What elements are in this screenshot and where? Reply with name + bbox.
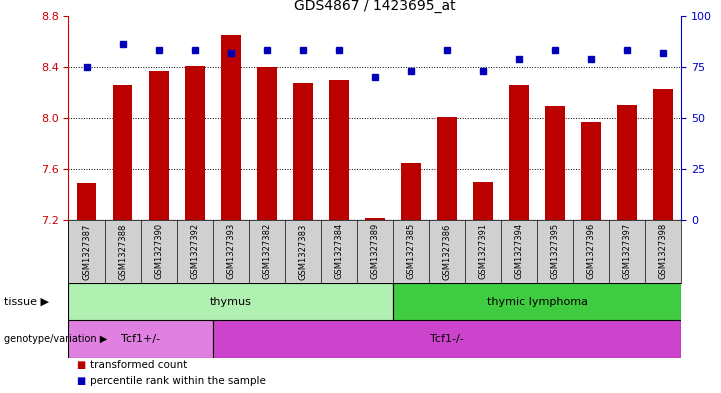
Text: thymus: thymus [210,297,252,307]
Text: GSM1327394: GSM1327394 [515,223,523,279]
Text: GSM1327386: GSM1327386 [443,223,451,279]
Bar [393,283,681,320]
Text: Tcf1+/-: Tcf1+/- [121,334,160,344]
Text: GSM1327385: GSM1327385 [407,223,415,279]
Bar [185,66,205,220]
Bar [149,71,169,220]
Bar [545,107,565,220]
Text: GSM1327382: GSM1327382 [262,223,271,279]
Text: GSM1327390: GSM1327390 [154,223,163,279]
Bar [257,67,277,220]
Text: tissue ▶: tissue ▶ [4,297,48,307]
Text: transformed count: transformed count [90,360,187,371]
Text: ■: ■ [76,360,85,371]
Text: GSM1327384: GSM1327384 [335,223,343,279]
Text: GSM1327389: GSM1327389 [371,223,379,279]
Text: GSM1327388: GSM1327388 [118,223,127,279]
Text: GSM1327387: GSM1327387 [82,223,91,279]
Text: genotype/variation ▶: genotype/variation ▶ [4,334,107,344]
Text: Tcf1-/-: Tcf1-/- [430,334,464,344]
Bar [76,183,97,220]
Bar [617,105,637,220]
Bar [473,182,493,220]
Text: GSM1327391: GSM1327391 [479,223,487,279]
Bar [293,83,313,220]
Bar [221,35,241,220]
Text: GSM1327396: GSM1327396 [587,223,596,279]
Bar [112,85,133,220]
Bar [213,320,681,358]
Bar [68,283,393,320]
Bar [581,122,601,220]
Text: GSM1327398: GSM1327398 [659,223,668,279]
Title: GDS4867 / 1423695_at: GDS4867 / 1423695_at [294,0,456,13]
Text: GSM1327397: GSM1327397 [623,223,632,279]
Bar [68,320,213,358]
Bar [401,163,421,220]
Bar [437,117,457,220]
Text: GSM1327383: GSM1327383 [298,223,307,279]
Bar [329,79,349,220]
Bar [653,88,673,220]
Text: thymic lymphoma: thymic lymphoma [487,297,588,307]
Bar [365,217,385,220]
Text: percentile rank within the sample: percentile rank within the sample [90,376,266,386]
Text: GSM1327393: GSM1327393 [226,223,235,279]
Text: GSM1327392: GSM1327392 [190,223,199,279]
Bar [509,85,529,220]
Text: ■: ■ [76,376,85,386]
Text: GSM1327395: GSM1327395 [551,223,559,279]
